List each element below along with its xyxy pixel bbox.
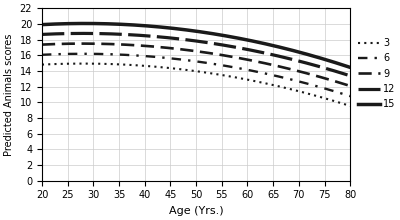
X-axis label: Age (Yrs.): Age (Yrs.) [169, 206, 223, 216]
Legend: 3, 6, 9, 12, 15: 3, 6, 9, 12, 15 [358, 38, 396, 109]
Y-axis label: Predicted Animals scores: Predicted Animals scores [4, 33, 14, 156]
